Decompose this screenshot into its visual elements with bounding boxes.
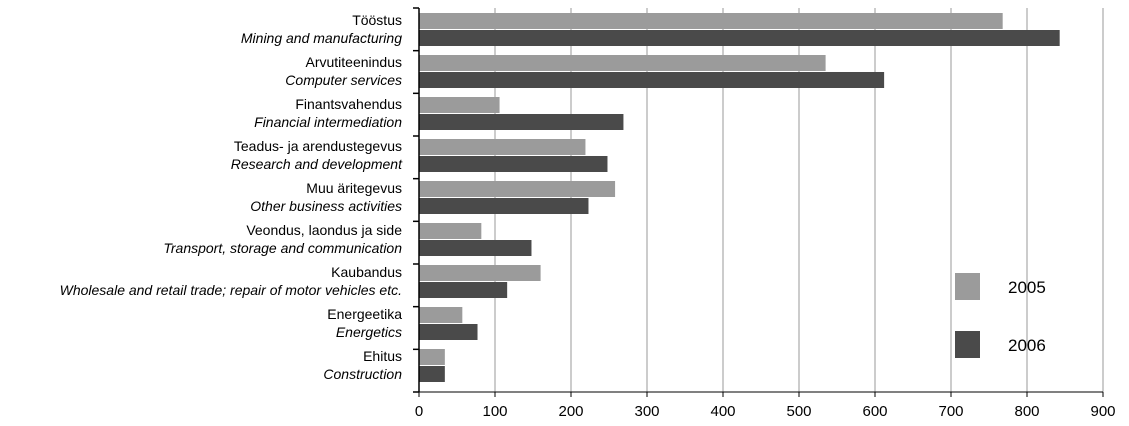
- x-tick-label: 400: [710, 403, 735, 420]
- category-label-en: Transport, storage and communication: [163, 240, 402, 256]
- x-tick-label: 900: [1090, 403, 1115, 420]
- category-label-en: Computer services: [285, 72, 402, 88]
- bar-2006: [419, 366, 445, 382]
- legend-label: 2005: [1008, 278, 1046, 297]
- category-label-en: Other business activities: [250, 198, 402, 214]
- category-label-et: Energeetika: [327, 306, 402, 322]
- bar-2005: [419, 13, 1003, 29]
- category-label-et: Ehitus: [363, 348, 402, 364]
- bar-2006: [419, 156, 608, 172]
- bar-2005: [419, 139, 586, 155]
- x-tick-label: 300: [634, 403, 659, 420]
- category-label-en: Research and development: [231, 156, 403, 172]
- x-tick-label: 800: [1014, 403, 1039, 420]
- category-label-en: Energetics: [336, 324, 402, 340]
- x-tick-label: 600: [862, 403, 887, 420]
- category-label-en: Wholesale and retail trade; repair of mo…: [60, 282, 402, 298]
- bar-2006: [419, 114, 624, 130]
- x-tick-label: 100: [482, 403, 507, 420]
- bar-2006: [419, 324, 478, 340]
- bar-2006: [419, 282, 508, 298]
- bar-2005: [419, 97, 500, 113]
- x-tick-label: 700: [938, 403, 963, 420]
- category-label-et: Muu äritegevus: [306, 180, 402, 196]
- category-label-en: Financial intermediation: [254, 114, 402, 130]
- bars: [419, 13, 1060, 382]
- x-tick-label: 500: [786, 403, 811, 420]
- bar-2006: [419, 30, 1060, 46]
- category-label-en: Construction: [323, 366, 402, 382]
- bar-2006: [419, 198, 589, 214]
- tick-labels: 0 100 200 300 400 500 600 700 800 900: [415, 403, 1116, 420]
- bar-2005: [419, 55, 826, 71]
- category-label-et: Teadus- ja arendustegevus: [234, 138, 402, 154]
- bar-2005: [419, 349, 445, 365]
- bar-2005: [419, 223, 482, 239]
- legend-swatch-2005: [955, 273, 980, 300]
- bar-2005: [419, 307, 463, 323]
- x-tick-label: 0: [415, 403, 423, 420]
- category-label-et: Arvutiteenindus: [305, 54, 402, 70]
- category-label-et: Kaubandus: [331, 264, 402, 280]
- legend-swatch-2006: [955, 331, 980, 358]
- category-label-en: Mining and manufacturing: [241, 30, 402, 46]
- bar-2005: [419, 265, 541, 281]
- bar-2006: [419, 72, 885, 88]
- bar-2006: [419, 240, 532, 256]
- legend: 2005 2006: [955, 273, 1046, 358]
- category-label-et: Veondus, laondus ja side: [246, 222, 402, 238]
- category-label-et: Tööstus: [352, 12, 402, 28]
- x-tick-label: 200: [558, 403, 583, 420]
- category-labels: Tööstus Mining and manufacturing Arvutitee…: [60, 12, 403, 382]
- bar-2005: [419, 181, 616, 197]
- axes: [413, 7, 1104, 397]
- category-label-et: Finantsvahendus: [295, 96, 402, 112]
- legend-label: 2006: [1008, 336, 1046, 355]
